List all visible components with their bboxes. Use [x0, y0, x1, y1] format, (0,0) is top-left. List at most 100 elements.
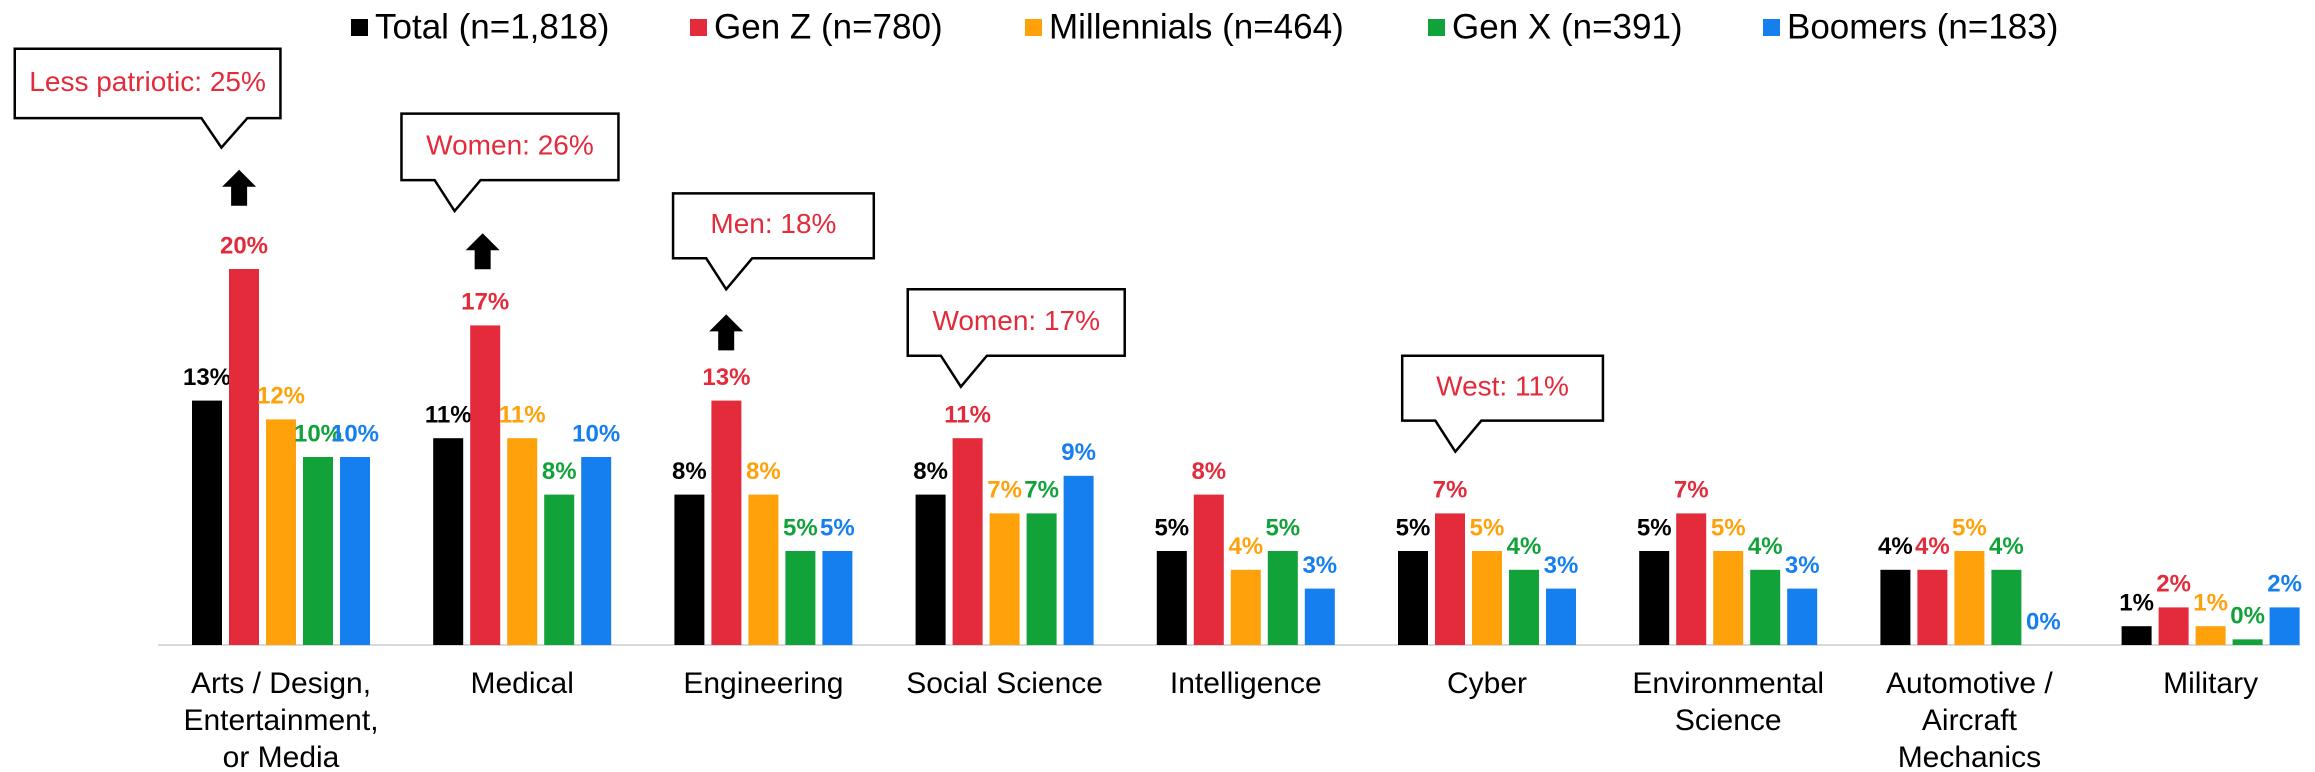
bar — [1156, 551, 1187, 645]
annotation: Women: 26% — [426, 129, 594, 160]
bar — [1398, 551, 1428, 645]
value-label: 0% — [2026, 608, 2061, 635]
callout-box — [671, 192, 876, 292]
value-label: 4% — [1748, 533, 1783, 560]
bar — [507, 438, 538, 645]
x-tick-label: Engineering — [683, 667, 843, 700]
value-label: 7% — [1674, 477, 1709, 504]
bar — [674, 494, 705, 645]
callout-box — [400, 112, 620, 214]
x-tick-label: Social Science — [906, 667, 1103, 700]
legend-label: Gen X (n=391) — [1452, 7, 1683, 46]
x-tick-label: Cyber — [1447, 667, 1527, 700]
value-label: 5% — [1711, 514, 1746, 541]
bar — [711, 400, 742, 645]
bar — [2121, 626, 2152, 645]
value-label: 11% — [499, 402, 546, 429]
x-tick-label-line: Engineering — [683, 667, 843, 700]
bar — [1787, 588, 1818, 645]
value-label: 1% — [2193, 590, 2228, 617]
bar — [581, 457, 612, 645]
value-label: 5% — [1952, 514, 1987, 541]
value-label: 8% — [672, 458, 707, 485]
up-arrow — [465, 233, 500, 270]
bar — [989, 513, 1020, 645]
value-label: 4% — [1989, 533, 2024, 560]
bar — [1917, 569, 1948, 645]
value-label: 5% — [1396, 514, 1431, 541]
bar — [1713, 551, 1744, 645]
value-label: 4% — [1228, 533, 1263, 560]
bar — [1639, 551, 1670, 645]
value-label: 5% — [783, 514, 818, 541]
bar — [544, 494, 575, 645]
legend-swatch — [690, 19, 707, 36]
value-label: 10% — [331, 420, 379, 447]
legend-label: Millennials (n=464) — [1049, 7, 1344, 46]
value-label: 11% — [944, 402, 991, 429]
value-label: 10% — [572, 420, 620, 447]
bar — [1546, 588, 1576, 645]
value-label: 8% — [746, 458, 781, 485]
x-tick-label-line: Medical — [471, 667, 574, 700]
x-tick-label-line: Science — [1675, 704, 1782, 737]
up-arrow — [709, 314, 744, 351]
bar — [1026, 513, 1057, 645]
value-label: 5% — [1637, 514, 1672, 541]
annotation: West: 11% — [1436, 371, 1569, 402]
legend-swatch — [1025, 19, 1042, 36]
callout-box — [1400, 354, 1605, 454]
x-tick-label-line: Arts / Design, — [191, 667, 371, 700]
value-label: 8% — [913, 458, 948, 485]
bar — [192, 400, 222, 645]
x-tick-label-line: Entertainment, — [183, 704, 378, 737]
x-tick-label-line: Environmental — [1632, 667, 1824, 700]
legend-swatch — [351, 19, 368, 36]
callout-box — [906, 288, 1126, 389]
value-label: 5% — [820, 514, 855, 541]
value-label: 0% — [2230, 603, 2265, 630]
up-arrow — [222, 169, 257, 206]
bar — [2158, 607, 2189, 645]
annotation: Women: 17% — [932, 305, 1100, 336]
value-label: 3% — [1544, 552, 1579, 579]
x-tick-label: Intelligence — [1170, 667, 1322, 700]
legend-swatch — [1428, 19, 1445, 36]
bar — [1193, 494, 1224, 645]
bar — [1472, 551, 1502, 645]
value-label: 4% — [1915, 533, 1950, 560]
bar — [1750, 569, 1781, 645]
bar — [1435, 513, 1465, 645]
x-tick-label-line: Automotive / — [1886, 667, 2053, 700]
value-label: 17% — [461, 289, 509, 316]
value-label: 7% — [987, 477, 1022, 504]
value-label: 4% — [1507, 533, 1542, 560]
x-tick-label-line: Mechanics — [1898, 741, 2041, 772]
bar — [433, 438, 464, 645]
x-tick-label-line: Cyber — [1447, 667, 1527, 700]
bar — [1063, 475, 1094, 645]
value-label: 5% — [1470, 514, 1505, 541]
legend-label: Gen Z (n=780) — [714, 7, 943, 46]
value-label: 10% — [294, 420, 342, 447]
bar — [266, 419, 296, 645]
value-label: 13% — [702, 364, 750, 391]
value-label: 1% — [2119, 590, 2154, 617]
value-label: 8% — [1191, 458, 1226, 485]
x-tick-label: Arts / Design, Entertainment, or Media — [183, 667, 378, 772]
bar — [1676, 513, 1707, 645]
x-tick-label: Automotive / Aircraft Mechanics — [1886, 667, 2053, 772]
bar — [2269, 607, 2300, 645]
callout-box — [13, 47, 282, 150]
value-label: 5% — [1154, 514, 1189, 541]
bar — [303, 457, 333, 645]
bar — [748, 494, 779, 645]
bar — [915, 494, 946, 645]
value-label: 11% — [425, 402, 472, 429]
value-label: 9% — [1061, 439, 1096, 466]
value-label: 7% — [1024, 477, 1059, 504]
x-tick-label: Medical — [471, 667, 574, 700]
x-tick-label-line: Social Science — [906, 667, 1103, 700]
bar — [1991, 569, 2022, 645]
